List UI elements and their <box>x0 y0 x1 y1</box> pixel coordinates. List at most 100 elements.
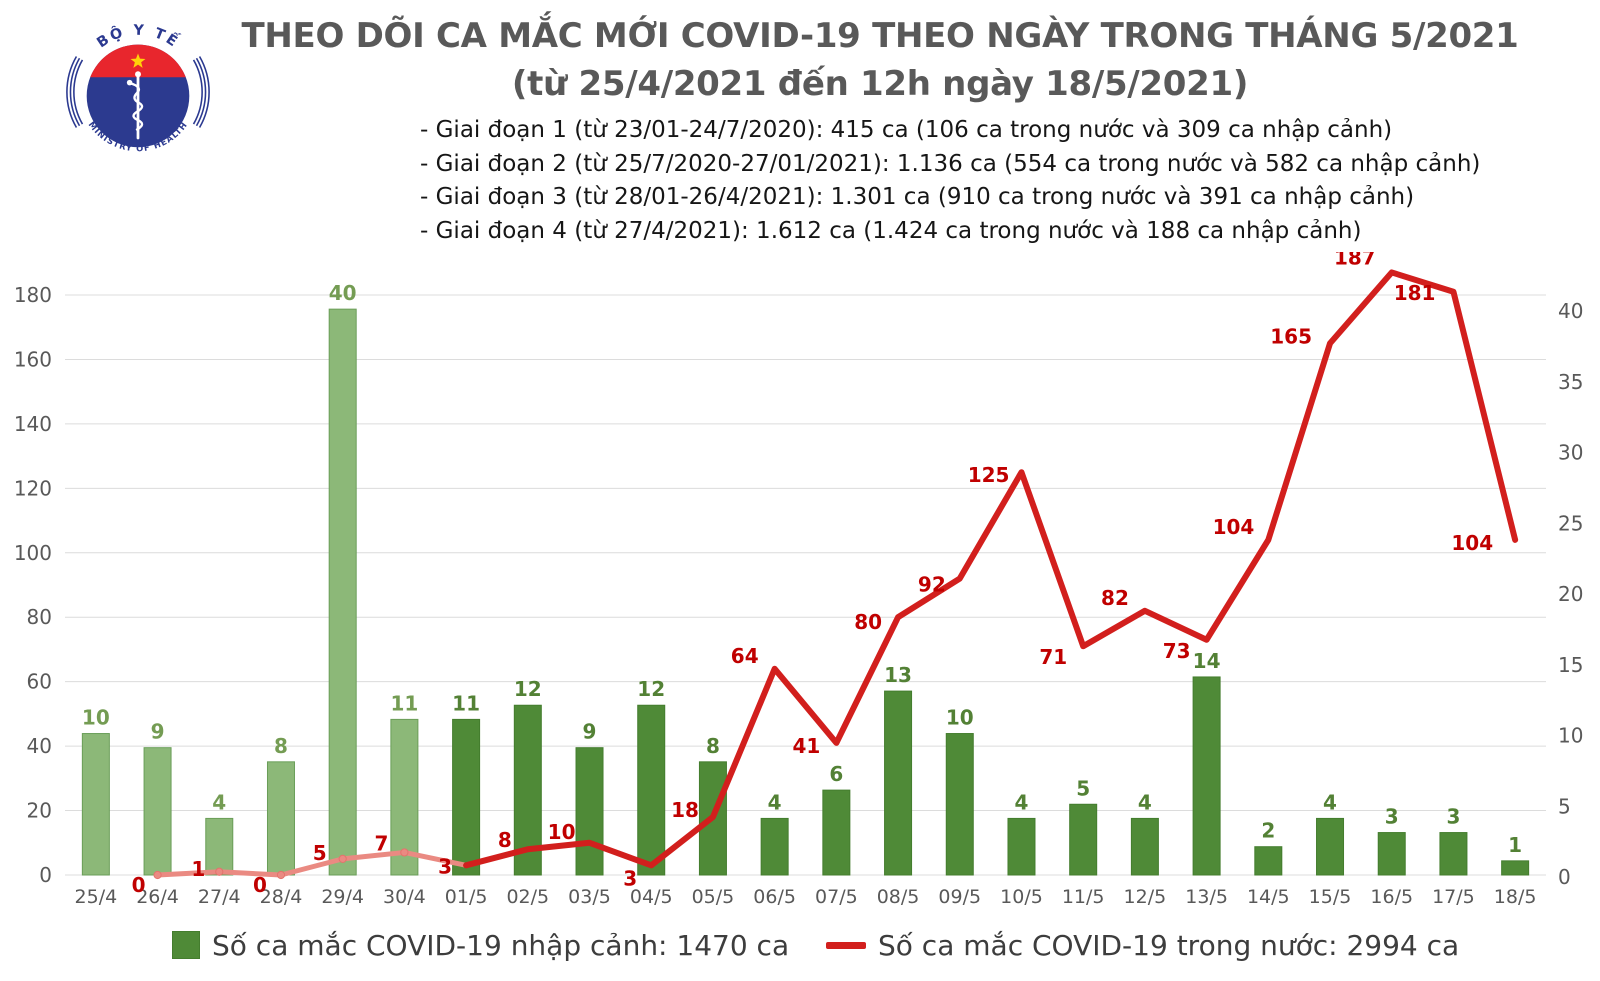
svg-text:4: 4 <box>1015 790 1029 814</box>
line-marker <box>338 854 347 863</box>
phase-2-summary: - Giai đoạn 2 (từ 25/7/2020-27/01/2021):… <box>420 150 1481 177</box>
line-marker <box>153 870 162 880</box>
svg-text:5: 5 <box>313 841 327 865</box>
svg-text:08/5: 08/5 <box>877 886 920 908</box>
svg-text:41: 41 <box>793 734 821 758</box>
svg-text:5: 5 <box>1076 776 1090 800</box>
svg-text:3: 3 <box>438 854 452 878</box>
svg-text:09/5: 09/5 <box>938 886 981 908</box>
bar <box>760 817 789 876</box>
svg-text:9: 9 <box>151 720 165 744</box>
svg-text:4: 4 <box>768 790 782 814</box>
svg-text:160: 160 <box>14 347 52 371</box>
moh-logo-graphic: BỘ Y TẾ MINISTRY OF HEALTH <box>65 19 211 165</box>
svg-text:15/5: 15/5 <box>1309 886 1352 908</box>
bar <box>945 733 974 876</box>
svg-text:10: 10 <box>82 706 110 730</box>
page-title: THEO DÕI CA MẮC MỚI COVID-19 THEO NGÀY T… <box>241 16 1519 56</box>
chart-legend: Số ca mắc COVID-19 nhập cảnh: 1470 ca Số… <box>0 922 1600 968</box>
legend-imported-swatch <box>172 931 200 959</box>
svg-text:180: 180 <box>14 283 52 307</box>
line-marker <box>215 867 224 876</box>
legend-domestic-label: Số ca mắc COVID-19 trong nước: 2994 ca <box>878 928 1460 962</box>
bar <box>1501 860 1530 876</box>
svg-text:64: 64 <box>731 644 759 668</box>
svg-text:20: 20 <box>1558 582 1583 606</box>
svg-text:104: 104 <box>1451 531 1493 555</box>
svg-text:35: 35 <box>1558 370 1583 394</box>
svg-text:25: 25 <box>1558 511 1583 535</box>
svg-text:12: 12 <box>514 677 542 701</box>
svg-text:5: 5 <box>1558 794 1571 818</box>
svg-text:13/5: 13/5 <box>1185 886 1228 908</box>
svg-text:8: 8 <box>498 828 512 852</box>
left-axis-labels: 0 20 40 60 80 100 120 140 160 180 <box>14 283 52 887</box>
svg-text:10: 10 <box>1558 724 1583 748</box>
svg-text:8: 8 <box>706 734 720 758</box>
svg-text:03/5: 03/5 <box>568 886 611 908</box>
svg-text:30/4: 30/4 <box>383 886 426 908</box>
legend-imported-label: Số ca mắc COVID-19 nhập cảnh: 1470 ca <box>212 928 790 962</box>
svg-text:73: 73 <box>1163 639 1191 663</box>
svg-text:11/5: 11/5 <box>1062 886 1105 908</box>
svg-text:4: 4 <box>1323 790 1337 814</box>
bar <box>1377 832 1406 876</box>
svg-text:165: 165 <box>1270 324 1312 348</box>
phase-summary: - Giai đoạn 1 (từ 23/01-24/7/2020): 415 … <box>420 114 1480 248</box>
svg-text:11: 11 <box>452 691 480 715</box>
svg-text:0: 0 <box>1558 865 1571 889</box>
svg-text:120: 120 <box>14 476 52 500</box>
svg-text:01/5: 01/5 <box>445 886 488 908</box>
svg-text:60: 60 <box>27 670 52 694</box>
right-axis-labels: 0 5 10 15 20 25 30 35 40 <box>1558 299 1583 889</box>
svg-text:0: 0 <box>132 873 146 897</box>
svg-text:40: 40 <box>329 281 357 305</box>
svg-text:12: 12 <box>637 677 665 701</box>
svg-text:80: 80 <box>854 610 882 634</box>
bar <box>1439 832 1468 876</box>
svg-text:1: 1 <box>1508 833 1522 857</box>
svg-text:140: 140 <box>14 412 52 436</box>
svg-text:7: 7 <box>374 831 388 855</box>
legend-item-domestic: Số ca mắc COVID-19 trong nước: 2994 ca <box>826 922 1459 968</box>
logo-asclepius-staff-icon <box>126 71 144 140</box>
svg-text:13: 13 <box>884 663 912 687</box>
svg-text:4: 4 <box>1138 790 1152 814</box>
daily-cases-chart: 0 20 40 60 80 100 120 140 160 180 0 5 10 15 20 25 30 35 40… <box>0 245 1600 928</box>
svg-text:18: 18 <box>671 798 699 822</box>
svg-text:82: 82 <box>1101 586 1129 610</box>
svg-text:0: 0 <box>39 863 52 887</box>
svg-text:6: 6 <box>829 762 843 786</box>
svg-text:25/4: 25/4 <box>75 886 118 908</box>
header: THEO DÕI CA MẮC MỚI COVID-19 THEO NGÀY T… <box>160 0 1600 108</box>
phase-3-summary: - Giai đoạn 3 (từ 28/01-26/4/2021): 1.30… <box>420 184 1415 210</box>
svg-text:181: 181 <box>1394 281 1436 305</box>
svg-text:100: 100 <box>14 541 52 565</box>
svg-text:3: 3 <box>1385 805 1399 829</box>
svg-text:16/5: 16/5 <box>1370 886 1413 908</box>
svg-text:17/5: 17/5 <box>1432 886 1475 908</box>
gridlines <box>65 294 1546 876</box>
svg-text:187: 187 <box>1334 252 1376 269</box>
logo-decorative-arcs <box>66 56 210 128</box>
bar <box>1254 846 1283 876</box>
svg-text:80: 80 <box>27 605 52 629</box>
svg-text:14/5: 14/5 <box>1247 886 1290 908</box>
bar <box>575 747 604 876</box>
svg-text:10/5: 10/5 <box>1000 886 1043 908</box>
line-marker <box>400 848 409 857</box>
svg-text:2: 2 <box>1261 819 1275 843</box>
svg-text:4: 4 <box>212 790 226 814</box>
logo-star-icon <box>130 53 146 68</box>
svg-text:3: 3 <box>623 866 637 890</box>
svg-text:20: 20 <box>27 799 52 823</box>
svg-text:04/5: 04/5 <box>630 886 673 908</box>
svg-text:92: 92 <box>918 573 946 597</box>
svg-text:05/5: 05/5 <box>692 886 735 908</box>
moh-logo: BỘ Y TẾ MINISTRY OF HEALTH <box>64 18 212 166</box>
svg-text:15: 15 <box>1558 653 1583 677</box>
svg-text:27/4: 27/4 <box>198 886 241 908</box>
bar <box>822 789 851 876</box>
